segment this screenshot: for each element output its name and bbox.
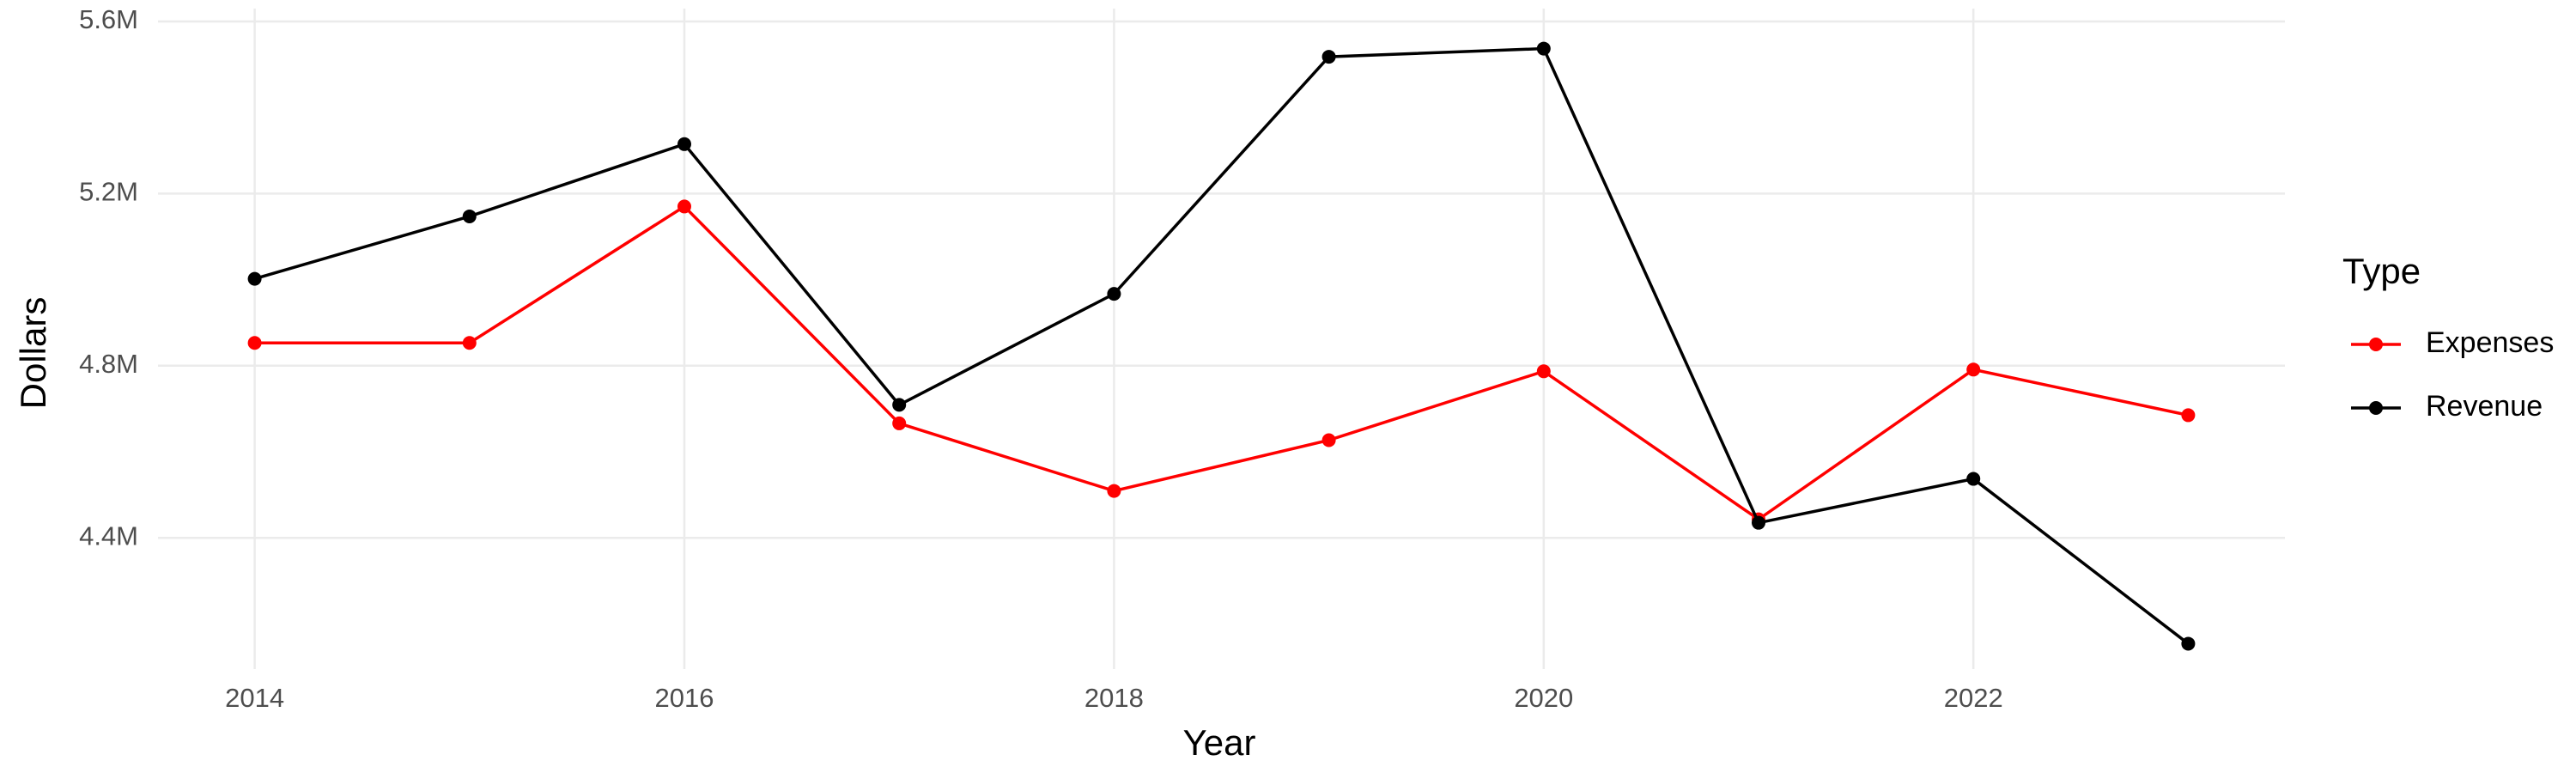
data-point xyxy=(1321,433,1336,447)
data-point xyxy=(1107,484,1121,498)
legend-key-point xyxy=(2369,401,2383,415)
data-point xyxy=(1536,41,1551,56)
y-tick-label: 4.4M xyxy=(79,520,138,551)
data-point xyxy=(892,398,907,412)
legend-title: Type xyxy=(2342,251,2421,291)
y-tick-label: 4.8M xyxy=(79,349,138,379)
data-point xyxy=(1966,472,1981,486)
y-tick-label: 5.2M xyxy=(79,177,138,207)
x-tick-label: 2016 xyxy=(655,683,714,713)
data-point xyxy=(2181,636,2196,651)
data-point xyxy=(892,416,907,430)
data-point xyxy=(462,209,477,223)
legend-label: Revenue xyxy=(2426,390,2543,423)
data-point xyxy=(2181,408,2196,423)
series-line xyxy=(254,46,2190,645)
data-point xyxy=(247,271,262,286)
x-tick-label: 2018 xyxy=(1084,683,1144,713)
data-point xyxy=(1752,515,1766,530)
data-point xyxy=(247,336,262,350)
legend-label: Expenses xyxy=(2426,326,2554,359)
data-point xyxy=(1966,362,1981,377)
series-line xyxy=(254,204,2189,521)
y-axis-title: Dollars xyxy=(13,297,53,410)
legend-key-point xyxy=(2369,338,2383,351)
y-tick-label: 5.6M xyxy=(79,4,138,34)
x-tick-label: 2020 xyxy=(1514,683,1573,713)
x-tick-label: 2014 xyxy=(225,683,284,713)
data-point xyxy=(677,137,691,151)
x-axis-title: Year xyxy=(1183,722,1256,763)
data-point xyxy=(1321,50,1336,64)
data-point xyxy=(1536,364,1551,379)
x-tick-label: 2022 xyxy=(1944,683,2003,713)
data-point xyxy=(1107,287,1121,301)
data-point xyxy=(677,199,691,214)
data-point xyxy=(462,336,477,350)
